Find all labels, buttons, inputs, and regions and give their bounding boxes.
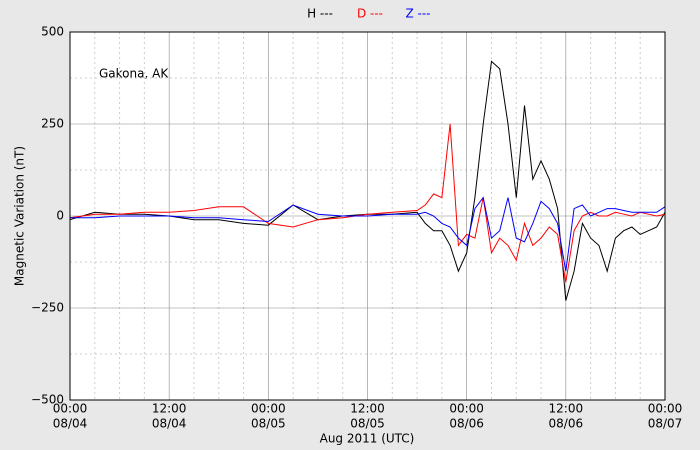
x-tick-label: 08/05 xyxy=(350,417,385,431)
legend-entry: Z --- xyxy=(405,7,430,21)
legend-entry: H --- xyxy=(307,7,333,21)
x-tick-label: 00:00 xyxy=(648,402,683,416)
data-line xyxy=(69,60,666,301)
x-tick-label: 08/07 xyxy=(648,417,683,431)
legend-entry: D --- xyxy=(357,7,383,21)
y-tick-label: 250 xyxy=(41,117,64,131)
x-tick-label: 08/04 xyxy=(152,417,187,431)
x-tick-label: 08/06 xyxy=(549,417,584,431)
y-axis-label: Magnetic Variation (nT) xyxy=(13,146,27,286)
y-tick-label: −500 xyxy=(31,393,64,407)
x-tick-label: 00:00 xyxy=(449,402,484,416)
annotation: Gakona, AK xyxy=(99,67,169,81)
y-tick-label: 500 xyxy=(41,25,64,39)
x-tick-label: 00:00 xyxy=(251,402,286,416)
y-tick-label: −250 xyxy=(31,301,64,315)
plot-frame xyxy=(69,31,666,401)
x-tick-label: 08/06 xyxy=(449,417,484,431)
x-tick-label: 12:00 xyxy=(152,402,187,416)
x-tick-label: 00:00 xyxy=(53,402,88,416)
x-tick-label: 12:00 xyxy=(350,402,385,416)
x-tick-label: 08/05 xyxy=(251,417,286,431)
x-axis-label: Aug 2011 (UTC) xyxy=(320,432,415,446)
x-tick-label: 12:00 xyxy=(549,402,584,416)
y-tick-label: 0 xyxy=(56,209,64,223)
x-tick-label: 08/04 xyxy=(53,417,88,431)
data-line xyxy=(70,196,666,272)
